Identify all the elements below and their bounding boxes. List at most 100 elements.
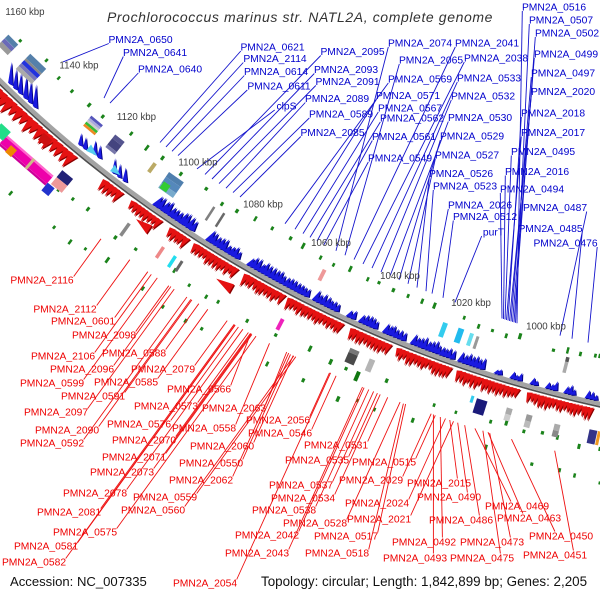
svg-text:PMN2A_2070: PMN2A_2070 — [112, 436, 176, 447]
svg-text:PMN2A_0538: PMN2A_0538 — [252, 506, 316, 517]
svg-text:PMN2A_0566: PMN2A_0566 — [167, 385, 231, 396]
svg-text:PMN2A_0582: PMN2A_0582 — [2, 558, 66, 569]
svg-text:PMN2A_0493: PMN2A_0493 — [383, 554, 447, 565]
svg-text:PMN2A_2056: PMN2A_2056 — [246, 416, 310, 427]
svg-text:PMN2A_2038: PMN2A_2038 — [464, 54, 528, 65]
svg-text:PMN2A_0492: PMN2A_0492 — [392, 538, 456, 549]
svg-text:PMN2A_0518: PMN2A_0518 — [305, 549, 369, 560]
svg-text:purT: purT — [483, 228, 505, 239]
svg-text:PMN2A_2054: PMN2A_2054 — [173, 579, 237, 590]
svg-text:PMN2A_0494: PMN2A_0494 — [500, 185, 564, 196]
svg-text:PMN2A_2062: PMN2A_2062 — [169, 476, 233, 487]
svg-text:PMN2A_0558: PMN2A_0558 — [172, 424, 236, 435]
svg-text:PMN2A_0614: PMN2A_0614 — [244, 67, 308, 78]
svg-text:PMN2A_0515: PMN2A_0515 — [352, 458, 416, 469]
svg-text:PMN2A_0561: PMN2A_0561 — [372, 132, 436, 143]
svg-text:PMN2A_2024: PMN2A_2024 — [345, 499, 409, 510]
svg-text:PMN2A_0526: PMN2A_0526 — [429, 169, 493, 180]
svg-text:PMN2A_0592: PMN2A_0592 — [20, 439, 84, 450]
svg-text:PMN2A_2093: PMN2A_2093 — [314, 65, 378, 76]
svg-text:PMN2A_0451: PMN2A_0451 — [523, 551, 587, 562]
svg-text:PMN2A_0601: PMN2A_0601 — [51, 317, 115, 328]
svg-text:1040 kbp: 1040 kbp — [380, 271, 420, 282]
svg-text:PMN2A_2106: PMN2A_2106 — [31, 352, 95, 363]
svg-text:PMN2A_2074: PMN2A_2074 — [388, 39, 452, 50]
svg-text:PMN2A_0575: PMN2A_0575 — [53, 528, 117, 539]
svg-text:PMN2A_2065: PMN2A_2065 — [399, 56, 463, 67]
svg-text:PMN2A_2026: PMN2A_2026 — [448, 201, 512, 212]
svg-text:PMN2A_0573: PMN2A_0573 — [134, 402, 198, 413]
svg-text:PMN2A_0599: PMN2A_0599 — [20, 379, 84, 390]
svg-text:1120 kbp: 1120 kbp — [117, 112, 156, 123]
svg-text:PMN2A_2073: PMN2A_2073 — [90, 468, 154, 479]
svg-text:PMN2A_0512: PMN2A_0512 — [453, 212, 517, 223]
svg-text:PMN2A_2089: PMN2A_2089 — [305, 94, 369, 105]
svg-text:PMN2A_0523: PMN2A_0523 — [433, 182, 497, 193]
svg-text:1160 kbp: 1160 kbp — [5, 7, 44, 18]
svg-text:1020 kbp: 1020 kbp — [451, 298, 491, 309]
svg-text:Accession: NC_007335: Accession: NC_007335 — [10, 574, 147, 589]
svg-text:PMN2A_0576: PMN2A_0576 — [107, 420, 171, 431]
svg-text:PMN2A_0550: PMN2A_0550 — [179, 459, 243, 470]
svg-text:PMN2A_2079: PMN2A_2079 — [131, 365, 195, 376]
svg-text:PMN2A_0469: PMN2A_0469 — [485, 502, 549, 513]
svg-text:PMN2A_0531: PMN2A_0531 — [304, 441, 368, 452]
svg-text:PMN2A_0532: PMN2A_0532 — [451, 92, 515, 103]
svg-text:PMN2A_0641: PMN2A_0641 — [123, 48, 187, 59]
svg-text:PMN2A_2015: PMN2A_2015 — [407, 479, 471, 490]
svg-text:PMN2A_2091: PMN2A_2091 — [315, 77, 379, 88]
svg-text:PMN2A_0549: PMN2A_0549 — [368, 154, 432, 165]
svg-text:PMN2A_2016: PMN2A_2016 — [505, 167, 569, 178]
svg-text:PMN2A_0473: PMN2A_0473 — [460, 538, 524, 549]
svg-text:PMN2A_0621: PMN2A_0621 — [240, 43, 304, 54]
svg-text:PMN2A_0560: PMN2A_0560 — [121, 506, 185, 517]
svg-text:PMN2A_0535: PMN2A_0535 — [285, 456, 349, 467]
svg-text:PMN2A_0546: PMN2A_0546 — [248, 429, 312, 440]
svg-text:PMN2A_0640: PMN2A_0640 — [138, 65, 202, 76]
svg-text:PMN2A_2085: PMN2A_2085 — [300, 128, 364, 139]
svg-text:PMN2A_2017: PMN2A_2017 — [521, 128, 585, 139]
svg-text:clpS: clpS — [276, 102, 296, 113]
svg-text:PMN2A_0497: PMN2A_0497 — [531, 69, 595, 80]
svg-text:PMN2A_0486: PMN2A_0486 — [429, 516, 493, 527]
svg-text:PMN2A_0487: PMN2A_0487 — [523, 203, 587, 214]
svg-text:PMN2A_0567: PMN2A_0567 — [378, 104, 442, 115]
svg-text:PMN2A_0495: PMN2A_0495 — [511, 147, 575, 158]
svg-text:PMN2A_2020: PMN2A_2020 — [531, 87, 595, 98]
svg-text:PMN2A_2112: PMN2A_2112 — [33, 305, 97, 316]
svg-text:PMN2A_0533: PMN2A_0533 — [457, 74, 521, 85]
svg-text:PMN2A_0527: PMN2A_0527 — [435, 151, 499, 162]
svg-text:PMN2A_0507: PMN2A_0507 — [529, 16, 593, 27]
svg-text:PMN2A_0485: PMN2A_0485 — [518, 224, 582, 235]
svg-text:PMN2A_2096: PMN2A_2096 — [50, 365, 114, 376]
svg-text:PMN2A_0581: PMN2A_0581 — [14, 542, 78, 553]
svg-text:PMN2A_0476: PMN2A_0476 — [533, 239, 597, 250]
svg-text:PMN2A_2029: PMN2A_2029 — [339, 476, 403, 487]
svg-text:PMN2A_0499: PMN2A_0499 — [534, 50, 598, 61]
svg-text:PMN2A_2041: PMN2A_2041 — [455, 39, 519, 50]
svg-text:PMN2A_2097: PMN2A_2097 — [24, 408, 88, 419]
svg-text:PMN2A_0463: PMN2A_0463 — [497, 514, 561, 525]
svg-text:PMN2A_0537: PMN2A_0537 — [269, 481, 333, 492]
svg-text:PMN2A_0534: PMN2A_0534 — [271, 494, 335, 505]
svg-text:PMN2A_0502: PMN2A_0502 — [535, 29, 599, 40]
svg-text:PMN2A_2078: PMN2A_2078 — [63, 489, 127, 500]
svg-text:1060 kbp: 1060 kbp — [311, 238, 351, 249]
svg-text:PMN2A_2043: PMN2A_2043 — [225, 549, 289, 560]
svg-text:PMN2A_2063: PMN2A_2063 — [202, 404, 266, 415]
svg-text:Topology: circular; Length: 1,: Topology: circular; Length: 1,842,899 bp… — [261, 574, 587, 589]
svg-text:PMN2A_2018: PMN2A_2018 — [521, 109, 585, 120]
svg-text:PMN2A_0569: PMN2A_0569 — [388, 75, 452, 86]
svg-text:PMN2A_2114: PMN2A_2114 — [243, 54, 307, 65]
svg-text:PMN2A_0650: PMN2A_0650 — [108, 35, 172, 46]
svg-text:PMN2A_2095: PMN2A_2095 — [320, 47, 384, 58]
svg-text:PMN2A_2090: PMN2A_2090 — [35, 426, 99, 437]
svg-text:PMN2A_2021: PMN2A_2021 — [347, 515, 411, 526]
svg-text:PMN2A_2081: PMN2A_2081 — [37, 508, 101, 519]
svg-text:1000 kbp: 1000 kbp — [526, 322, 566, 333]
svg-text:PMN2A_0517: PMN2A_0517 — [314, 532, 378, 543]
svg-text:PMN2A_0490: PMN2A_0490 — [417, 493, 481, 504]
svg-text:PMN2A_0589: PMN2A_0589 — [309, 110, 373, 121]
svg-text:PMN2A_0591: PMN2A_0591 — [61, 392, 125, 403]
svg-text:PMN2A_2060: PMN2A_2060 — [190, 442, 254, 453]
